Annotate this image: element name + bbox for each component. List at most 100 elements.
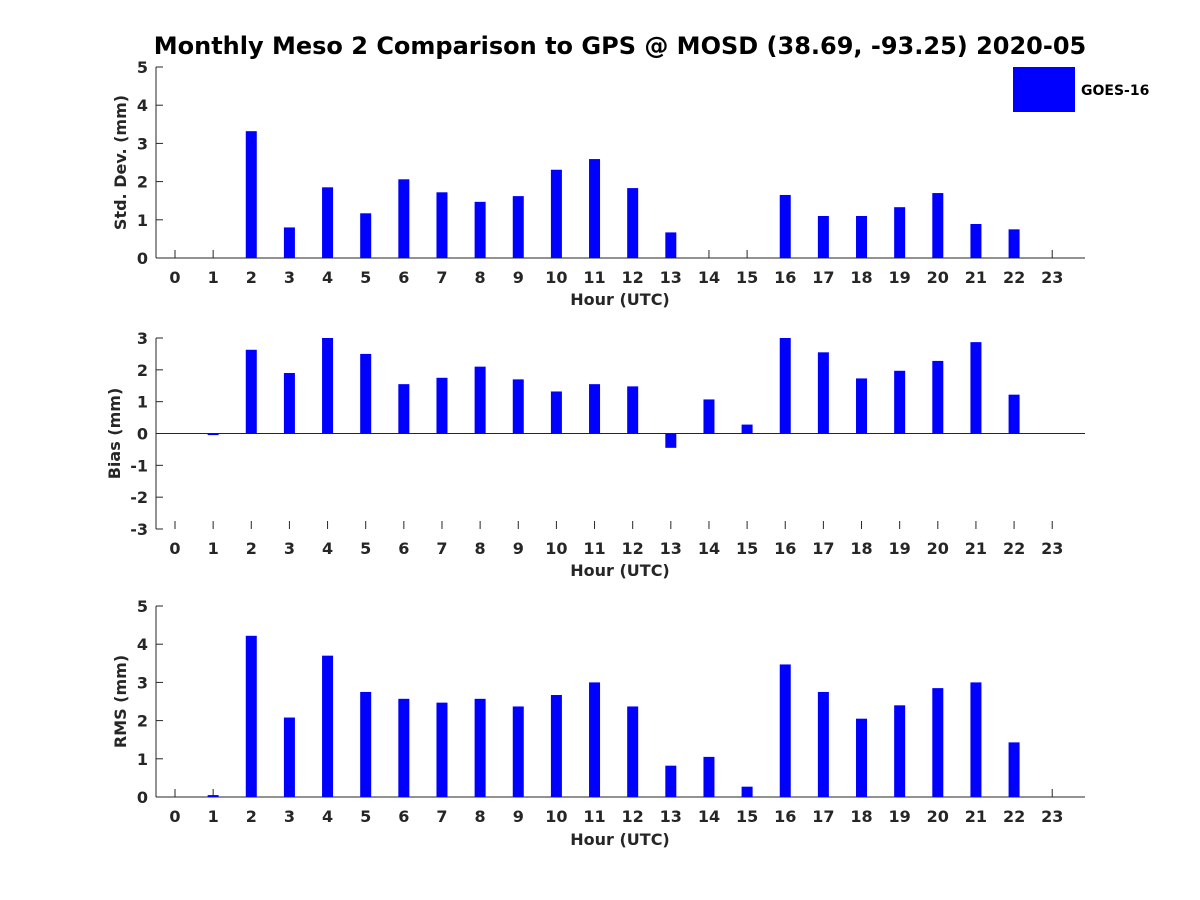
x-tick-label: 14 [698,539,720,558]
bar-hour-22 [1008,394,1020,434]
x-tick-label: 0 [169,807,180,826]
bar-hour-16 [779,194,791,258]
y-tick-label: 3 [137,673,148,692]
bar-hour-13 [665,433,677,448]
x-tick-label: 19 [889,268,911,287]
bar-hour-3 [283,227,295,258]
x-tick-label: 10 [545,268,567,287]
x-tick-label: 17 [812,268,834,287]
x-tick-label: 15 [736,539,758,558]
bar-hour-11 [589,159,601,258]
x-tick-label: 20 [927,539,949,558]
x-tick-label: 23 [1041,268,1063,287]
x-tick-label: 15 [736,268,758,287]
x-tick-label: 16 [774,539,796,558]
x-tick-label: 12 [622,807,644,826]
bar-hour-19 [894,705,906,797]
bar-hour-4 [322,655,334,797]
x-axis-label: Hour (UTC) [570,561,670,580]
legend-label: GOES-16 [1081,83,1149,99]
bar-hour-2 [245,635,257,797]
bar-hour-21 [970,224,982,258]
bar-hour-7 [436,377,448,434]
x-tick-label: 21 [965,539,987,558]
x-tick-label: 0 [169,539,180,558]
bar-hour-14 [703,756,715,797]
bar-hour-17 [817,215,829,258]
x-tick-label: 5 [360,539,371,558]
x-axis-label: Hour (UTC) [570,830,670,849]
y-tick-label: 4 [137,96,148,115]
x-tick-label: 10 [545,807,567,826]
x-tick-label: 13 [660,268,682,287]
y-tick-label: -2 [130,488,148,507]
x-tick-label: 16 [774,807,796,826]
x-tick-label: 4 [322,807,333,826]
x-tick-label: 11 [583,268,605,287]
x-tick-label: 7 [436,539,447,558]
x-tick-label: 9 [513,807,524,826]
x-tick-label: 19 [889,539,911,558]
x-tick-label: 3 [284,807,295,826]
bar-hour-9 [512,196,524,258]
bar-hour-8 [474,366,486,434]
bar-hour-5 [360,353,372,434]
y-tick-label: 4 [137,635,148,654]
x-tick-label: 8 [475,268,486,287]
y-tick-label: 3 [137,329,148,348]
bar-hour-12 [627,706,639,797]
x-tick-label: 9 [513,268,524,287]
x-tick-label: 7 [436,807,447,826]
x-tick-label: 1 [208,539,219,558]
x-tick-label: 14 [698,807,720,826]
bar-hour-16 [779,664,791,797]
bar-hour-20 [932,193,944,258]
bar-hour-18 [856,378,868,434]
bar-hour-2 [245,349,257,434]
y-axis-label: RMS (mm) [111,655,130,748]
y-tick-label: 1 [137,750,148,769]
x-tick-label: 6 [398,807,409,826]
bar-hour-19 [894,370,906,434]
x-tick-label: 20 [927,268,949,287]
bar-hour-19 [894,207,906,258]
bar-hour-22 [1008,229,1020,258]
bar-hour-5 [360,213,372,258]
x-tick-label: 11 [583,807,605,826]
x-tick-label: 10 [545,539,567,558]
x-tick-label: 8 [475,807,486,826]
legend-swatch [1013,67,1075,112]
bar-hour-5 [360,691,372,797]
bar-hour-6 [398,179,410,258]
x-tick-label: 15 [736,807,758,826]
x-tick-label: 7 [436,268,447,287]
bar-hour-15 [741,786,753,797]
bar-hour-20 [932,688,944,797]
x-tick-label: 22 [1003,539,1025,558]
y-tick-label: 2 [137,712,148,731]
bar-hour-6 [398,698,410,797]
y-tick-label: 5 [137,597,148,616]
x-tick-label: 17 [812,539,834,558]
bar-hour-17 [817,691,829,797]
y-axis-label: Std. Dev. (mm) [111,95,130,230]
bar-hour-10 [550,169,562,258]
x-tick-label: 5 [360,807,371,826]
y-tick-label: 5 [137,58,148,77]
y-tick-label: 2 [137,361,148,380]
x-tick-label: 18 [850,807,872,826]
bar-hour-22 [1008,742,1020,797]
bar-hour-8 [474,698,486,797]
y-axis-label: Bias (mm) [105,388,124,480]
bar-hour-9 [512,379,524,434]
bar-hour-21 [970,342,982,434]
bar-hour-12 [627,188,639,258]
bar-hour-9 [512,706,524,797]
x-tick-label: 17 [812,807,834,826]
x-tick-label: 20 [927,807,949,826]
bar-hour-12 [627,386,639,434]
